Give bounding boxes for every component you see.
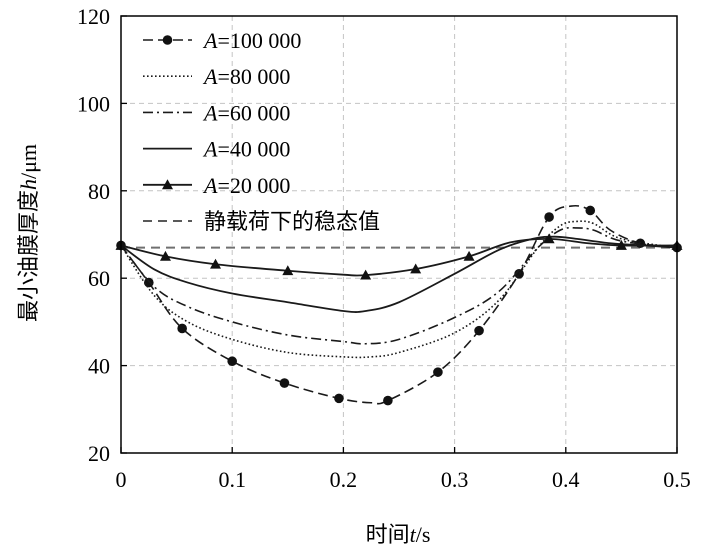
data-point-triangle [360,269,372,280]
legend-label: A=40 000 [202,137,290,162]
series-3 [120,235,678,313]
x-tick-label: 0.1 [218,467,246,492]
series-line [120,235,678,313]
data-point-triangle [615,239,627,250]
data-point-circle [334,393,344,404]
legend-label: A=100 000 [202,28,301,53]
legend-item: A=80 000 [143,64,290,89]
legend: A=100 000 A=80 000 A=60 000 A=40 000 A=20 00… [143,28,380,235]
legend-item: A=100 000 [143,28,301,53]
data-point-triangle [463,250,475,261]
data-point-triangle [543,233,555,244]
y-tick-label: 80 [88,179,110,204]
data-point-circle [544,212,554,222]
legend-label: 静载荷下的稳态值 [204,210,380,235]
legend-label: A=60 000 [202,100,290,125]
x-axis-label: 时间t/s [366,522,431,548]
legend-item: A=40 000 [143,137,290,162]
series-0 [116,204,682,406]
y-tick-label: 20 [88,441,110,466]
legend-marker [162,35,173,45]
tick-labels: 20 40 60 80 100 120 0 0.1 0.2 0.3 0.4 0.5 [77,4,691,492]
data-point-circle [177,323,187,334]
x-tick-label: 0.3 [441,467,469,492]
data-point-triangle [282,265,294,276]
data-point-triangle [210,258,222,269]
data-point-triangle [159,250,171,261]
data-point-circle [514,269,524,279]
data-point-circle [474,325,484,336]
y-tick-label: 100 [77,91,110,116]
series-4 [115,233,683,280]
series-line [120,226,678,345]
data-point-circle [585,205,596,216]
data-point-circle [279,378,290,388]
data-point-circle [433,367,443,377]
x-tick-label: 0.5 [663,467,691,492]
x-tick-label: 0.4 [552,467,580,492]
x-tick-label: 0.2 [330,467,358,492]
series-2 [120,226,678,345]
legend-label: A=80 000 [202,64,290,89]
y-tick-label: 60 [88,266,110,291]
grid [121,16,677,453]
y-axis-label: 最小油膜厚度h/μm [16,144,42,322]
legend-item: A=20 000 [143,173,290,198]
data-point-triangle [410,263,422,274]
legend-item: A=60 000 [143,100,290,125]
y-tick-label: 40 [88,354,110,379]
y-tick-label: 120 [77,4,110,29]
data-point-circle [227,356,237,367]
series-layer [115,204,683,406]
plot-frame [120,15,678,454]
x-tick-label: 0 [116,467,127,492]
legend-label: A=20 000 [202,173,290,198]
axes [120,15,678,454]
series-line [120,237,678,277]
legend-item: 静载荷下的稳态值 [143,210,380,235]
series-line [120,204,678,405]
legend-marker [162,179,173,190]
data-point-circle [383,395,393,406]
